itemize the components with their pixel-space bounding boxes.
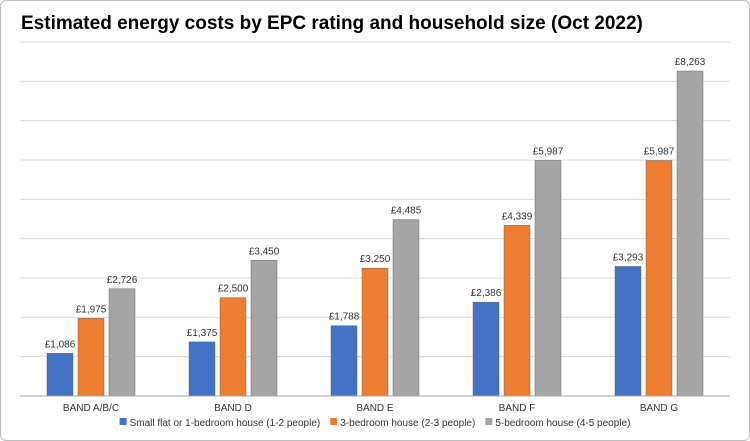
- data-labels: £1,086 £1,975 £2,726 £1,375 £2,500 £3,450 £1,7…: [45, 57, 706, 350]
- bar: [676, 70, 704, 397]
- data-label: £2,386: [471, 288, 502, 299]
- category-label: BAND F: [499, 403, 536, 414]
- data-label: £2,500: [218, 284, 249, 295]
- bar: [645, 160, 673, 397]
- data-label: £2,726: [107, 275, 138, 286]
- bar: [219, 297, 247, 397]
- bar: [614, 266, 642, 397]
- bar: [361, 267, 389, 397]
- bar: [108, 288, 136, 397]
- bar: [330, 325, 358, 397]
- data-label: £1,375: [187, 328, 218, 339]
- data-label: £4,339: [502, 211, 533, 222]
- legend: Small flat or 1-bedroom house (1-2 peopl…: [119, 418, 630, 429]
- bar: [46, 353, 74, 397]
- chart-title: Estimated energy costs by EPC rating and…: [21, 13, 643, 34]
- legend-label: 5-bedroom house (4-5 people): [495, 418, 630, 429]
- bar: [472, 301, 500, 397]
- data-label: £4,485: [391, 206, 422, 217]
- data-label: £1,086: [45, 339, 76, 350]
- legend-item: 5-bedroom house (4-5 people): [485, 418, 630, 429]
- bar: [188, 341, 216, 397]
- legend-swatch: [330, 418, 338, 425]
- data-label: £8,263: [675, 57, 706, 68]
- legend-item: 3-bedroom house (2-3 people): [330, 418, 475, 429]
- legend-label: Small flat or 1-bedroom house (1-2 peopl…: [130, 418, 321, 429]
- data-label: £5,987: [533, 147, 564, 158]
- bar: [77, 318, 105, 397]
- bar: [503, 225, 531, 397]
- category-label: BAND D: [214, 403, 252, 414]
- category-label: BAND A/B/C: [63, 403, 119, 414]
- legend-label: 3-bedroom house (2-3 people): [340, 418, 475, 429]
- legend-item: Small flat or 1-bedroom house (1-2 peopl…: [119, 418, 321, 429]
- bars: [46, 70, 704, 397]
- category-labels: BAND A/B/C BAND D BAND E BAND F BAND G: [63, 403, 678, 414]
- legend-swatch: [485, 418, 493, 425]
- legend-swatch: [119, 418, 127, 425]
- data-label: £1,975: [76, 304, 107, 315]
- data-label: £3,293: [613, 252, 644, 263]
- bar: [392, 219, 420, 397]
- bar: [250, 260, 278, 397]
- data-label: £1,788: [329, 312, 360, 323]
- data-label: £3,450: [249, 246, 280, 257]
- category-label: BAND E: [356, 403, 394, 414]
- data-label: £5,987: [644, 147, 675, 158]
- bar: [534, 160, 562, 397]
- data-label: £3,250: [360, 254, 391, 265]
- category-label: BAND G: [640, 403, 679, 414]
